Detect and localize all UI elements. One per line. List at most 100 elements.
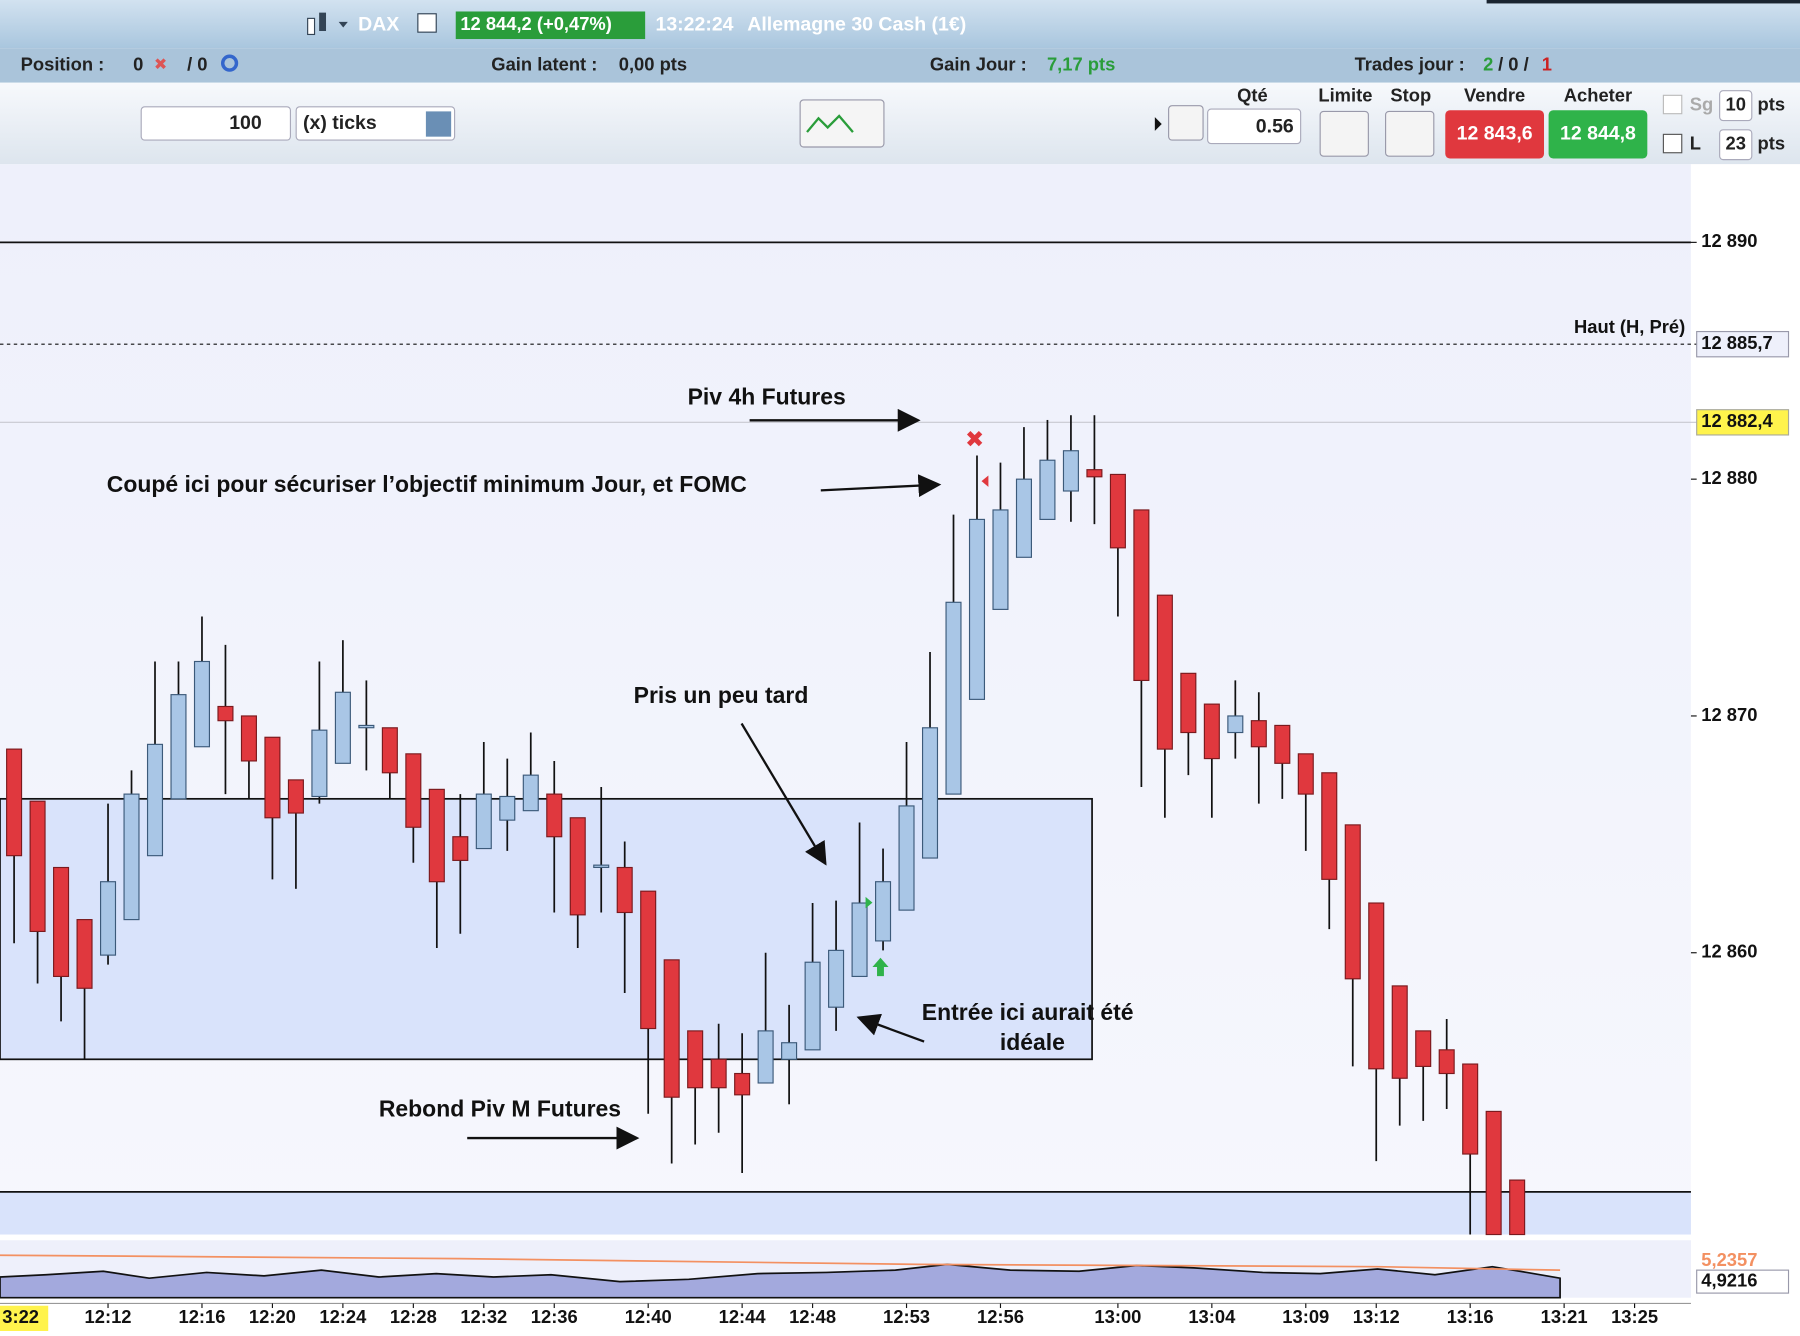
annotation: Piv 4h Futures [688, 384, 846, 410]
day-label: Gain Jour : [930, 53, 1027, 74]
price-change: 12 844,2 (+0,47%) [460, 13, 612, 34]
y-tick-label: 12 880 [1701, 467, 1757, 488]
sell-label: Vendre [1464, 84, 1525, 105]
candle-body [99, 881, 117, 956]
candle-body [1415, 1030, 1432, 1067]
settings-icon[interactable] [220, 54, 239, 72]
annotation: idéale [1000, 1029, 1065, 1055]
candle-body [6, 748, 23, 857]
candle-body [499, 795, 516, 821]
x-tick-label: 12:53 [883, 1306, 930, 1327]
stop-button[interactable] [1385, 110, 1435, 157]
candle-body [1462, 1063, 1479, 1155]
info-icon[interactable] [417, 13, 437, 33]
candle-body [710, 1058, 727, 1089]
position: 0 [133, 53, 143, 74]
candle-body [334, 691, 351, 764]
candle-body [475, 793, 492, 850]
sg-value: 10 [1726, 94, 1746, 115]
candle-body [53, 866, 70, 978]
l-input[interactable] [1719, 129, 1753, 161]
candle-body [381, 727, 398, 774]
candle-body [311, 729, 328, 798]
close-icon[interactable]: ✖ [154, 56, 167, 74]
candle-body [898, 805, 915, 911]
buy-price: 12 844,8 [1560, 123, 1636, 145]
limit-button[interactable] [1319, 110, 1369, 157]
sell-price: 12 843,6 [1457, 123, 1533, 145]
l-label: L [1690, 133, 1701, 154]
candle-body [1015, 478, 1032, 558]
candle-body [1062, 450, 1079, 492]
limit-label: Limite [1318, 84, 1372, 105]
x-tick-label: 12:36 [531, 1306, 578, 1327]
x-tick-label: 12:16 [178, 1306, 225, 1327]
trades-sep: / 0 / [1498, 53, 1529, 74]
candle-body [240, 715, 257, 762]
x-tick-label: 12:44 [719, 1306, 767, 1327]
latent-label: Gain latent : [491, 53, 597, 74]
x-tick-label: 12:56 [977, 1306, 1024, 1327]
size-input[interactable] [140, 106, 292, 141]
x-tick-label: 12:20 [249, 1306, 296, 1327]
buy-button[interactable] [1548, 110, 1648, 159]
sg-input[interactable] [1719, 90, 1753, 122]
unit-select[interactable] [295, 106, 456, 141]
candle-body [76, 919, 93, 989]
candle-body [217, 705, 234, 722]
candle-body [921, 727, 939, 859]
qty-label: Qté [1237, 84, 1268, 105]
candle-body [804, 961, 821, 1051]
indicator-area [0, 1263, 1561, 1299]
order-marker [865, 896, 873, 909]
candle-body [828, 949, 845, 1008]
candle-body [1133, 509, 1150, 682]
y-tick-label: 12 890 [1701, 230, 1757, 251]
sell-button[interactable] [1445, 110, 1545, 159]
x-tick-label: 12:12 [85, 1306, 132, 1327]
indicator-label: 5,2357 [1701, 1249, 1757, 1270]
candle-body [170, 694, 187, 800]
candle-body [663, 959, 680, 1098]
status-bar [0, 48, 1800, 83]
indicator-button[interactable] [799, 99, 885, 148]
instrument[interactable]: DAX [358, 13, 399, 35]
x-tick-label: 13:00 [1094, 1306, 1141, 1327]
annotation: Entrée ici aurait été [922, 999, 1134, 1025]
panel-arrow[interactable] [1154, 117, 1162, 131]
candle-body [123, 793, 140, 921]
candle-body [1156, 594, 1173, 750]
settings-button[interactable] [1168, 105, 1204, 141]
prev-high-name: Haut (H, Pré) [1574, 316, 1685, 337]
candle-body [593, 864, 610, 869]
header-bar [0, 0, 1800, 49]
latent: 0,00 pts [619, 53, 687, 74]
l-checkbox[interactable] [1662, 133, 1683, 154]
candle-body [1485, 1110, 1502, 1236]
qty-input[interactable] [1207, 108, 1302, 145]
annotation: Rebond Piv M Futures [379, 1096, 621, 1122]
unit: (x) ticks [303, 112, 377, 134]
candle-body [29, 800, 46, 933]
candle-body [1109, 473, 1126, 549]
last-price-tag [1696, 409, 1790, 436]
candle-body [405, 753, 422, 828]
candle-body [264, 736, 281, 819]
indicator-icon [806, 114, 854, 133]
trades-won: 2 [1483, 53, 1493, 74]
candle-body [546, 793, 563, 838]
stop-label: Stop [1390, 84, 1431, 105]
candle-body [1509, 1179, 1526, 1236]
candle-body [1274, 724, 1291, 764]
size-value: 100 [229, 112, 262, 134]
x-tick-label: 12:48 [789, 1306, 836, 1327]
last-price-label: 12 882,4 [1701, 410, 1773, 431]
candle-body [1250, 720, 1267, 748]
dropdown-arrow[interactable] [425, 111, 452, 137]
candle-body [569, 817, 586, 916]
sg-checkbox[interactable] [1662, 94, 1683, 115]
chart-icon [307, 12, 348, 36]
annotation: Coupé ici pour sécuriser l’objectif mini… [107, 471, 747, 497]
candle-body [1086, 469, 1103, 478]
y-tick-label: 12 870 [1701, 704, 1757, 725]
